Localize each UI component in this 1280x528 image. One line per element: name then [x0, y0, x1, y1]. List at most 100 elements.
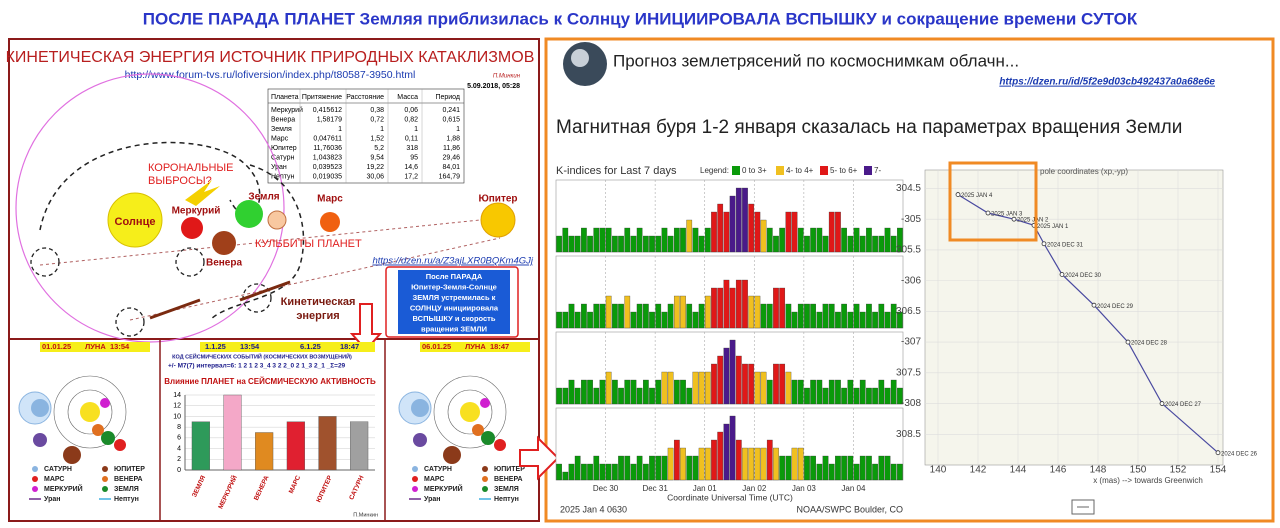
k-bar	[841, 227, 847, 253]
pole-point	[1041, 241, 1047, 247]
k-bar	[624, 455, 631, 481]
k-bar	[773, 447, 779, 481]
legend-label: МАРС	[44, 476, 64, 483]
k-bar	[835, 379, 841, 405]
k-bar	[562, 387, 569, 405]
x-tick-label: 148	[1090, 465, 1107, 476]
k-bar	[785, 371, 792, 405]
k-bar	[828, 303, 835, 329]
k-bar	[605, 295, 612, 329]
k-bar	[797, 303, 804, 329]
k-bar	[766, 379, 773, 405]
k-bar	[841, 303, 847, 329]
k-bar	[841, 387, 847, 405]
legend-label: Нептун	[494, 496, 519, 503]
k-bar	[649, 311, 655, 329]
sun-dot	[460, 402, 480, 422]
k-bar	[704, 295, 711, 329]
k-bar	[581, 379, 587, 405]
k-bar	[704, 371, 711, 405]
k-bar	[599, 463, 606, 481]
k-bar	[556, 387, 562, 405]
legend-label: ЗЕМЛЯ	[494, 486, 519, 493]
k-bar	[810, 303, 816, 329]
pole-point	[1215, 450, 1221, 456]
x-tick-label: 152	[1170, 465, 1187, 476]
k-bar	[853, 463, 860, 481]
uranus-dot	[413, 433, 427, 447]
k-bar	[810, 455, 816, 481]
k-bar	[599, 379, 606, 405]
panel-moon: ЛУНА	[465, 342, 486, 351]
y-tick-label: 10	[173, 413, 181, 420]
table-cell: 11,86	[443, 145, 460, 152]
k-bar	[673, 379, 680, 405]
k-bar	[872, 463, 878, 481]
k-bar	[742, 363, 748, 405]
k-bar	[636, 455, 643, 481]
k-bar	[587, 379, 593, 405]
k-bar	[884, 227, 891, 253]
table-cell: 19,22	[366, 164, 384, 171]
panel-date: 06.01.25	[422, 342, 451, 351]
y-tick-label: -306	[901, 275, 921, 286]
k-bar	[822, 387, 829, 405]
jupiter-dot	[443, 446, 461, 464]
k-bar	[618, 387, 624, 405]
k-bar	[599, 227, 606, 253]
bar	[223, 394, 242, 471]
k-bar	[841, 455, 847, 481]
legend-swatch	[32, 466, 38, 472]
code-title: КОД СЕЙСМИЧЕСКИХ СОБЫТИЙ (КОСМИЧЕСКИХ ВО…	[172, 352, 352, 360]
table-cell: 84,01	[442, 164, 460, 171]
k-bar	[711, 363, 717, 405]
point-label: 2024 DEC 29	[1097, 304, 1134, 310]
k-bar	[667, 235, 674, 253]
k-bar	[748, 447, 755, 481]
x-tick-label: 144	[1010, 465, 1027, 476]
table-cell: 0,019035	[313, 173, 342, 180]
venus-label: Венера	[206, 258, 242, 269]
k-bar	[605, 227, 612, 253]
legend-label: Нептун	[114, 496, 139, 503]
source-url: https://dzen.ru/id/5f2e9d03cb492437a0a68…	[999, 77, 1215, 88]
k-bar	[754, 295, 761, 329]
legend-label: 5- to 6+	[830, 166, 858, 175]
k-bar	[766, 439, 773, 481]
x-tick-label: 154	[1210, 465, 1227, 476]
k-bar	[704, 447, 711, 481]
k-bar	[859, 235, 866, 253]
k-bar	[612, 303, 618, 329]
k-bar	[636, 387, 643, 405]
y-tick-label: -307	[901, 337, 921, 348]
k-bar	[797, 447, 804, 481]
table-cell: 0,82	[404, 116, 418, 123]
x-tick-label: 146	[1050, 465, 1067, 476]
table-cell: Марс	[271, 135, 289, 142]
k-bar	[847, 379, 854, 405]
k-bar	[630, 235, 637, 253]
k-bar	[779, 227, 786, 253]
k-bar	[835, 455, 841, 481]
k-bar	[835, 311, 841, 329]
k-bar	[581, 303, 587, 329]
k-bar	[785, 211, 792, 253]
k-bar	[643, 235, 649, 253]
k-bar	[556, 311, 562, 329]
k-bar	[878, 455, 885, 481]
k-bar	[828, 379, 835, 405]
k-bar	[828, 463, 835, 481]
k-bar	[897, 387, 903, 405]
y-tick-label: 0	[177, 467, 181, 474]
k-bar	[878, 235, 885, 253]
legend-swatch	[820, 166, 828, 175]
point-label: 2025 JAN 2	[1017, 218, 1049, 224]
author: П.Минкин	[353, 512, 378, 518]
k-bar	[822, 303, 829, 329]
trajectory	[39, 219, 481, 266]
chart-title: pole coordinates (xp,-yp)	[1040, 167, 1128, 176]
left-url: http://www.forum-tvs.ru/lofiversion/inde…	[125, 69, 416, 81]
k-bar	[692, 371, 699, 405]
k-bar	[816, 311, 823, 329]
date-bar	[420, 342, 530, 352]
